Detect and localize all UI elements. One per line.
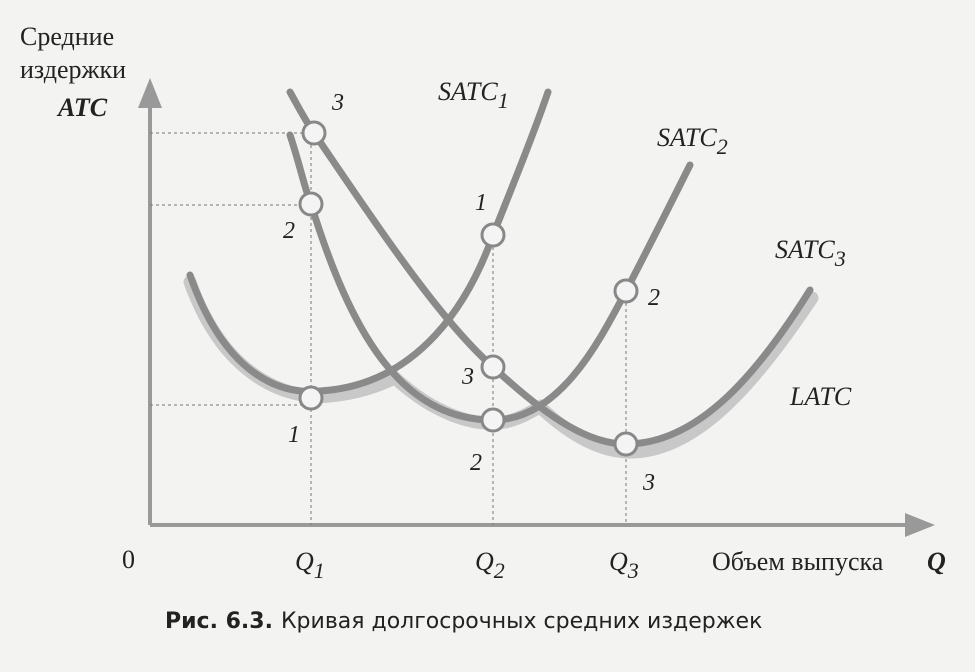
y-label: Средние <box>20 22 114 51</box>
point <box>613 431 639 457</box>
points <box>298 120 639 457</box>
y-arrow <box>138 78 162 108</box>
point <box>298 191 324 217</box>
x-tick: Q3 <box>609 547 639 583</box>
x-symbol: Q <box>927 547 946 576</box>
curve-label: LATC <box>789 382 852 411</box>
point <box>480 407 506 433</box>
point-label: 2 <box>283 218 295 244</box>
point <box>613 278 639 304</box>
point-label: 3 <box>642 470 655 496</box>
point-label: 1 <box>288 422 300 448</box>
curve-label: SATC1 <box>438 77 509 113</box>
point <box>480 354 506 380</box>
curve-sub: 3 <box>834 246 846 271</box>
point-label: 2 <box>648 285 660 311</box>
y-label: издержки <box>20 55 126 84</box>
point <box>298 385 324 411</box>
guides <box>150 132 627 525</box>
tick-sub: 2 <box>494 558 505 583</box>
satc1-curve <box>186 88 552 395</box>
point-label: 3 <box>461 364 474 390</box>
x-arrow <box>905 513 935 537</box>
curve-name: SATC <box>438 77 498 106</box>
x-tick: Q1 <box>295 547 325 583</box>
x-label: Объем выпуска <box>712 547 884 576</box>
curve-name: SATC <box>657 123 717 152</box>
tick-base: Q <box>475 547 494 576</box>
curve-label: SATC3 <box>775 235 846 271</box>
caption-number: Рис. 6.3. <box>165 609 273 634</box>
point-label: 3 <box>331 90 344 116</box>
tick-base: Q <box>609 547 628 576</box>
y-symbol: ATC <box>56 93 108 122</box>
point <box>301 120 327 146</box>
tick-sub: 1 <box>314 558 325 583</box>
origin: 0 <box>122 545 135 574</box>
curve-sub: 1 <box>498 88 509 113</box>
caption-text: Кривая долгосрочных средних издержек <box>281 609 762 634</box>
tick-sub: 3 <box>627 558 639 583</box>
tick-base: Q <box>295 547 314 576</box>
curve-label: SATC2 <box>657 123 728 159</box>
point-label: 1 <box>475 190 487 216</box>
curve-sub: 2 <box>717 134 728 159</box>
x-tick: Q2 <box>475 547 505 583</box>
point <box>480 222 506 248</box>
curve-name: SATC <box>775 235 835 264</box>
caption: Рис. 6.3. Кривая долгосрочных средних изд… <box>165 609 762 634</box>
point-label: 2 <box>470 450 482 476</box>
